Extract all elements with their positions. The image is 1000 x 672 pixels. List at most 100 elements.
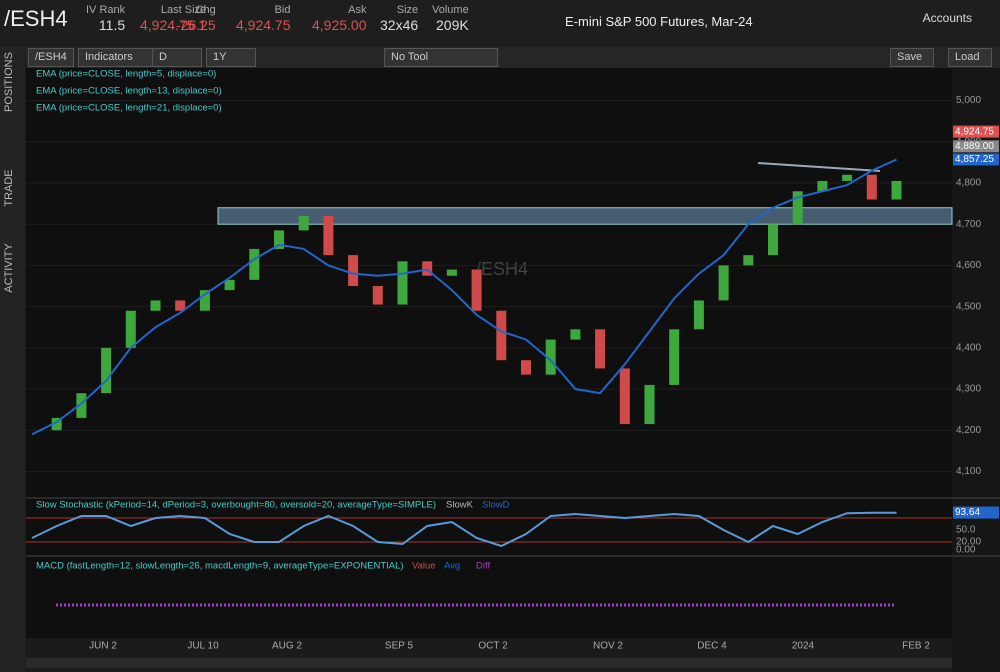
y-tick-label: 4,800 (956, 178, 981, 189)
legend-item: Value (412, 561, 436, 572)
candle (891, 180, 902, 200)
candle (224, 279, 235, 291)
study-label: EMA (price=CLOSE, length=21, displace=0) (36, 103, 222, 114)
candle (595, 329, 606, 369)
field-value: 4,924.75 1 (140, 17, 207, 33)
candle (718, 265, 729, 301)
load[interactable]: Load (948, 48, 992, 67)
price-tag-label: 4,924.75 (955, 126, 994, 137)
candle (323, 215, 334, 256)
y-tick-label: 4,400 (956, 342, 981, 353)
candle (175, 300, 186, 311)
chart: /ESH4 4,100 4,200 4,300 4,400 4,500 4,600 4,70… (26, 68, 1000, 672)
y-tick-label: 4,100 (956, 466, 981, 477)
legend-item: Avg (444, 561, 460, 572)
price-tag-label: 4,857.25 (955, 154, 994, 165)
side-tab[interactable]: TRADE (3, 169, 15, 207)
field-value: -26.25 (176, 17, 216, 33)
description: E-mini S&P 500 Futures, Mar-24 (565, 14, 753, 29)
header: /ESH4 IV Rank 11.5 Last Size 4,924.75 1 Chg -… (0, 0, 1000, 44)
field-value: 4,924.75 (236, 17, 291, 33)
tool[interactable]: No Tool (384, 48, 498, 67)
candle (101, 347, 112, 394)
candle (619, 368, 630, 425)
candle (693, 300, 704, 330)
plot-bg (26, 68, 952, 638)
candle (76, 393, 87, 418)
symbol-box[interactable]: /ESH4 (28, 48, 74, 67)
study-title: MACD (fastLength=12, slowLength=26, macd… (36, 561, 404, 572)
field-label: Chg (195, 4, 216, 16)
candle (743, 255, 754, 266)
candle (768, 224, 778, 256)
aggregation[interactable]: D (152, 48, 202, 67)
symbol[interactable]: /ESH4 (4, 6, 68, 31)
y-tick-label: 4,700 (956, 219, 981, 230)
candle (866, 174, 877, 200)
candle (397, 261, 408, 305)
scrollbar[interactable] (26, 658, 952, 668)
timeframe[interactable]: 1Y (206, 48, 256, 67)
x-tick-label: SEP 5 (385, 641, 414, 652)
stoch-line (31, 511, 897, 548)
field-label: IV Rank (86, 4, 126, 16)
header-field: IV Rank 11.5 (86, 4, 125, 33)
indicators[interactable]: Indicators (78, 48, 156, 67)
field-value: 209K (436, 17, 469, 33)
candle (125, 310, 136, 348)
candle (669, 329, 680, 385)
x-tick-label: 2024 (792, 641, 815, 652)
y-tick-label: 0.00 (956, 545, 976, 556)
x-tick-label: NOV 2 (593, 641, 623, 652)
candle (298, 215, 309, 231)
candle (842, 174, 853, 181)
header-field: Bid 4,924.75 (236, 4, 291, 33)
x-tick-label: FEB 2 (902, 641, 930, 652)
study-label: EMA (price=CLOSE, length=5, displace=0) (36, 69, 216, 80)
x-tick-label: JUL 10 (187, 641, 219, 652)
field-label: Size (396, 4, 419, 16)
trend-line (757, 162, 881, 172)
header-field: Ask 4,925.00 (312, 4, 367, 33)
price-tag (953, 125, 999, 138)
field-label: Bid (274, 4, 291, 16)
y-tick-label: 4,200 (956, 425, 981, 436)
toolbar: /ESH4 Indicators D 1Y No Tool Save Load (26, 46, 1000, 68)
candle (150, 300, 161, 311)
x-tick-label: AUG 2 (272, 641, 302, 652)
axis-bg (952, 68, 1000, 672)
candle (471, 269, 482, 311)
save[interactable]: Save (890, 48, 934, 67)
field-label: Ask (348, 4, 367, 16)
candle (274, 230, 284, 249)
field-value: 32x46 (380, 17, 419, 33)
x-tick-label: JUN 2 (89, 641, 117, 652)
x-tick-label: DEC 4 (697, 641, 727, 652)
candle (792, 191, 803, 225)
candle (51, 417, 62, 431)
candle (496, 310, 507, 361)
candle (545, 339, 556, 375)
legend-item: Diff (476, 561, 490, 572)
study-title: Slow Stochastic (kPeriod=14, dPeriod=3, … (36, 500, 436, 511)
side-tab[interactable]: ACTIVITY (3, 243, 15, 293)
legend-item: SlowD (482, 500, 510, 511)
y-tick-label: 5,000 (956, 95, 981, 106)
candle (372, 286, 383, 305)
price-tag (953, 140, 999, 153)
field-label: Volume (432, 4, 469, 16)
current-tag (953, 506, 999, 519)
x-tick-label: OCT 2 (478, 641, 508, 652)
side-bar: POSITIONS TRADE ACTIVITY (0, 46, 25, 672)
ema-line (31, 158, 897, 436)
watermark: /ESH4 (476, 259, 528, 279)
accounts[interactable]: Accounts (922, 11, 972, 25)
field-value: 11.5 (98, 17, 126, 33)
candle (644, 384, 655, 425)
y-tick-label: 20.00 (956, 537, 981, 548)
y-tick-label: 4,600 (956, 260, 981, 271)
candle (422, 261, 433, 276)
header-field: Size 32x46 (380, 4, 418, 33)
side-tab[interactable]: POSITIONS (3, 52, 15, 112)
